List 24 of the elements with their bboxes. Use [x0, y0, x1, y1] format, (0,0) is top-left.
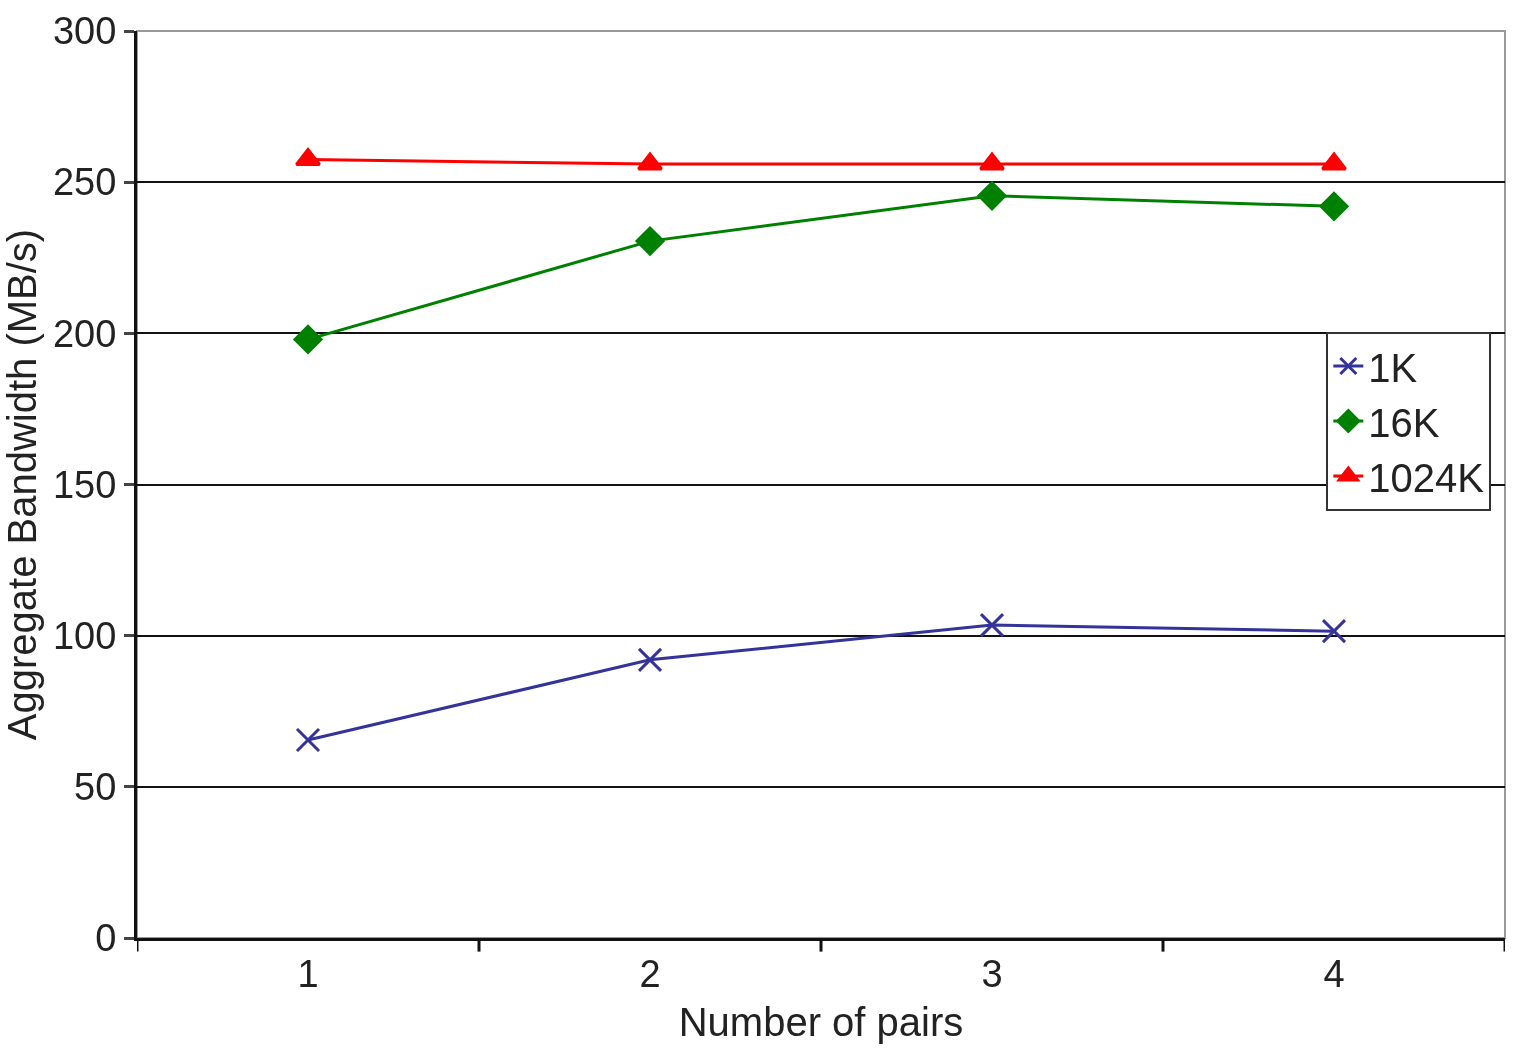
- y-axis-title: Aggregate Bandwidth (MB/s): [0, 228, 44, 741]
- y-tick-label: 100: [52, 614, 117, 657]
- x-tick-label: 1: [297, 952, 319, 995]
- y-tick-label: 250: [52, 161, 117, 204]
- y-tick-label: 300: [52, 10, 117, 53]
- x-axis-title: Number of pairs: [678, 1000, 964, 1045]
- x-tick-label: 3: [981, 952, 1003, 995]
- point: [637, 647, 663, 673]
- y-tick-label: 0: [95, 917, 117, 960]
- x-tick-label: 2: [639, 952, 661, 995]
- y-tick-label: 50: [74, 766, 117, 809]
- point: [635, 226, 665, 256]
- point: [979, 612, 1005, 638]
- legend-label: 1024K: [1368, 455, 1485, 500]
- x-tick-label: 4: [1323, 952, 1345, 995]
- point: [1319, 191, 1349, 221]
- y-tick-label: 200: [52, 312, 117, 355]
- point: [293, 324, 323, 354]
- legend-label: 1K: [1368, 345, 1418, 390]
- legend-label: 16K: [1368, 400, 1440, 445]
- y-tick-label: 150: [52, 463, 117, 506]
- point: [295, 727, 321, 753]
- point: [977, 181, 1007, 211]
- point: [1321, 618, 1347, 644]
